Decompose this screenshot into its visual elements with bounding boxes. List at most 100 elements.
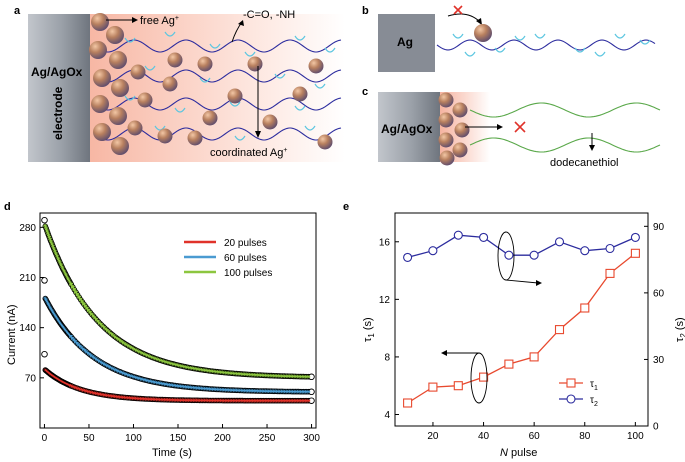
coordinated-arrow bbox=[255, 66, 261, 138]
a-material-label: Ag/AgOx bbox=[31, 65, 83, 79]
ag-nanoparticle bbox=[130, 64, 146, 80]
initial-point bbox=[41, 277, 48, 284]
legend-60-pulses: 60 pulses bbox=[224, 253, 267, 264]
chart-d-xlabel: Time (s) bbox=[152, 447, 192, 459]
series-line bbox=[407, 252, 636, 404]
carbonyl-group bbox=[199, 77, 211, 83]
carbonyl-group bbox=[574, 47, 586, 53]
ag-nanoparticle bbox=[137, 92, 153, 108]
carbonyl-group bbox=[294, 105, 306, 111]
carbonyl-group bbox=[294, 35, 306, 41]
tau1-marker bbox=[403, 398, 413, 408]
ag-nanoparticle bbox=[452, 142, 468, 158]
tau1-annotation bbox=[441, 350, 488, 404]
carbonyl-group bbox=[614, 33, 626, 39]
ag-nanoparticle bbox=[452, 102, 468, 118]
y-tick-label-right: 0 bbox=[653, 422, 659, 433]
carbonyl-group bbox=[144, 65, 156, 71]
chart-e-ticks: 20 40 60 80 100 4 8 12 16 0 30 60 90 bbox=[379, 222, 665, 442]
legend-tau2-marker bbox=[566, 394, 576, 404]
tau2-marker bbox=[428, 246, 438, 256]
ag-nanoparticle bbox=[106, 26, 124, 44]
chart-e-series bbox=[403, 230, 640, 408]
carbonyl-group bbox=[174, 107, 186, 113]
carbonyl-group bbox=[314, 83, 326, 89]
legend-20-pulses: 20 pulses bbox=[224, 238, 267, 249]
carbonyl-group bbox=[494, 47, 506, 53]
chart-d-legend: 20 pulses 60 pulses 100 pulses bbox=[184, 238, 272, 279]
tau2-marker bbox=[403, 252, 413, 262]
polymer-chains-a bbox=[94, 31, 342, 141]
ag-nanoparticle bbox=[91, 13, 109, 31]
tau1-marker bbox=[428, 382, 438, 392]
ag-nanoparticle bbox=[167, 52, 183, 68]
ag-nanoparticle bbox=[93, 69, 111, 87]
nanoparticles-a bbox=[89, 13, 333, 155]
panel-b: b Ag bbox=[362, 5, 656, 72]
y-tick-label: 280 bbox=[19, 223, 36, 234]
x-tick-label: 80 bbox=[579, 431, 591, 442]
x-tick-label: 150 bbox=[170, 433, 187, 444]
panel-a: a Ag/AgOx electrode free Ag+ -C=O, -NH c… bbox=[14, 5, 345, 162]
chart-e-xlabel: N pulse bbox=[500, 447, 537, 459]
ag-nanoparticle bbox=[93, 123, 111, 141]
y-tick-label-left: 4 bbox=[384, 410, 390, 421]
x-tick-label: 50 bbox=[83, 433, 95, 444]
ag-nanoparticle bbox=[438, 92, 454, 108]
tau2-marker bbox=[630, 232, 640, 242]
free-ag-label: free Ag+ bbox=[140, 15, 179, 27]
y-tick-label: 140 bbox=[19, 323, 36, 334]
carbonyl-group bbox=[124, 95, 136, 101]
carbonyl-group bbox=[234, 135, 246, 141]
carbonyl-group bbox=[154, 125, 166, 131]
ag-block bbox=[378, 14, 435, 72]
ag-nanoparticle bbox=[438, 132, 454, 148]
x-tick-label: 20 bbox=[427, 431, 439, 442]
legend-100-pulses: 100 pulses bbox=[224, 268, 272, 279]
coordinated-label: coordinated Ag+ bbox=[210, 147, 287, 159]
y-tick-label: 210 bbox=[19, 273, 36, 284]
polymer-chain-b bbox=[436, 33, 656, 57]
groups-label: -C=O, -NH bbox=[243, 9, 295, 21]
carbonyl-group bbox=[324, 47, 336, 53]
ag-nanoparticle bbox=[438, 112, 454, 128]
carbonyl-group bbox=[534, 33, 546, 39]
carbonyl-group bbox=[639, 39, 651, 45]
single-nanoparticle bbox=[474, 24, 492, 42]
ag-nanoparticle bbox=[197, 56, 213, 72]
chart-d-ticks: 0 50 100 150 200 250 300 70 140 210 280 bbox=[19, 223, 320, 444]
initial-point bbox=[41, 216, 48, 224]
y-tick-label-right: 30 bbox=[653, 355, 665, 366]
ag-nanoparticle bbox=[227, 88, 243, 104]
panel-label-b: b bbox=[362, 5, 369, 17]
y-tick-label-left: 12 bbox=[379, 295, 391, 306]
thiol-chain bbox=[469, 102, 661, 118]
tau2-marker bbox=[605, 243, 615, 254]
chart-e-ylabel-left: τ1 (s) bbox=[362, 317, 376, 342]
x-tick-label: 40 bbox=[478, 431, 490, 442]
fit-line bbox=[44, 368, 311, 402]
ag-nanoparticle bbox=[162, 76, 178, 92]
chart-e-legend: τ1 τ2 bbox=[559, 378, 598, 408]
tau2-marker bbox=[554, 237, 565, 247]
free-ag-arrow bbox=[106, 17, 138, 23]
tau1-marker bbox=[554, 325, 565, 335]
ag-nanoparticle bbox=[91, 95, 109, 113]
thiol-arrow bbox=[589, 133, 595, 151]
x-tick-label: 200 bbox=[214, 433, 231, 444]
legend-tau1-marker bbox=[566, 378, 576, 388]
panel-label-e: e bbox=[343, 201, 349, 213]
ag-nanoparticle bbox=[292, 86, 308, 102]
x-tick-label: 0 bbox=[42, 433, 48, 444]
tau2-marker bbox=[479, 232, 489, 242]
ag-nanoparticle bbox=[439, 150, 455, 166]
ag-nanoparticle bbox=[157, 128, 173, 144]
x-tick-label: 60 bbox=[529, 431, 541, 442]
tau1-marker bbox=[453, 381, 463, 391]
ag-nanoparticle bbox=[202, 110, 218, 126]
groups-arrow bbox=[231, 20, 244, 43]
panel-e: e 20 40 60 80 100 4 8 12 16 0 30 60 90 N pulse τ1 (s… bbox=[343, 201, 685, 459]
panel-label-c: c bbox=[362, 86, 368, 98]
red-x-b bbox=[453, 5, 463, 15]
series-line bbox=[407, 234, 636, 259]
